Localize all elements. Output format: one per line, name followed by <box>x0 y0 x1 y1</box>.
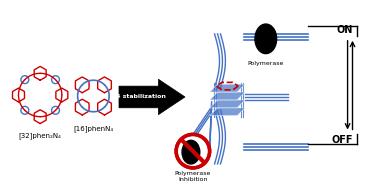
Text: OFF: OFF <box>331 135 352 145</box>
Text: Polymerase: Polymerase <box>247 60 284 66</box>
Text: [32]phen₂N₄: [32]phen₂N₄ <box>19 132 62 139</box>
Text: ON: ON <box>336 25 352 35</box>
Polygon shape <box>210 92 245 100</box>
Ellipse shape <box>255 24 277 54</box>
Text: Polymerase
Inhibition: Polymerase Inhibition <box>175 171 211 182</box>
Circle shape <box>176 134 210 168</box>
Text: [16]phenN₄: [16]phenN₄ <box>73 125 114 132</box>
Polygon shape <box>210 108 245 116</box>
Text: G4 stabilization: G4 stabilization <box>111 94 166 99</box>
Ellipse shape <box>182 140 200 164</box>
Polygon shape <box>119 79 185 115</box>
Polygon shape <box>210 100 245 108</box>
Polygon shape <box>210 84 245 92</box>
